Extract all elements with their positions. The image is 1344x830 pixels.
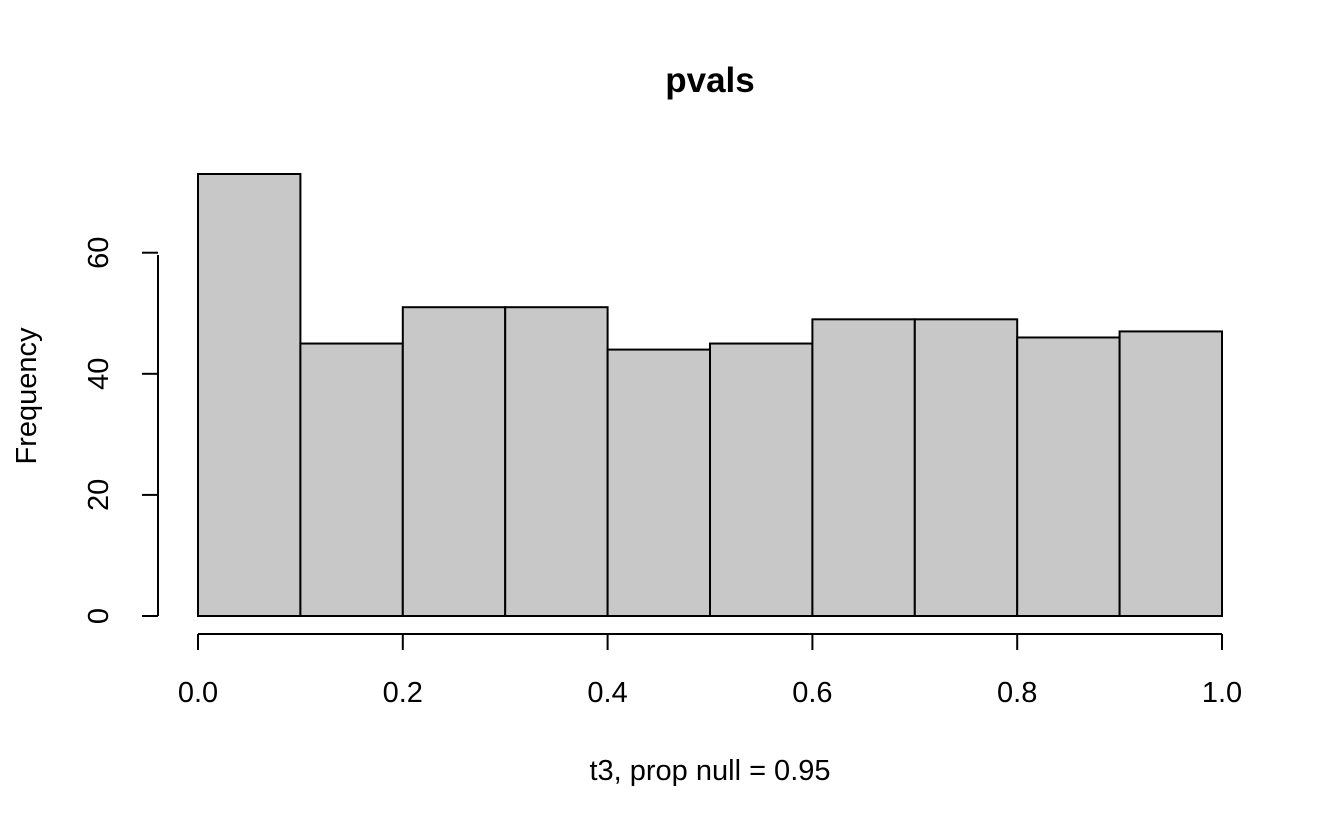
histogram-bar-1 (197, 173, 302, 617)
y-ticks: 0 20 40 60 (83, 237, 158, 624)
y-axis: 0 20 40 60 (83, 237, 159, 624)
histogram-bar-4 (504, 306, 609, 617)
chart-title: pvals (665, 61, 755, 100)
histogram-bar-8 (913, 318, 1019, 617)
x-ticks: 0.0 0.2 0.4 0.6 0.8 1.0 (178, 634, 1242, 709)
histogram-bar-6 (709, 342, 814, 617)
x-tick-label: 0.0 (178, 677, 218, 709)
y-tick-label: 40 (83, 358, 115, 390)
x-tick-label: 1.0 (1202, 677, 1242, 709)
histogram-bar-3 (401, 306, 507, 617)
x-tick-label: 0.2 (383, 677, 423, 709)
x-axis-label: t3, prop null = 0.95 (589, 755, 830, 787)
histogram-bar-9 (1016, 336, 1121, 617)
x-tick-label: 0.6 (792, 677, 832, 709)
histogram-bar-5 (606, 348, 711, 617)
histogram-bar-7 (811, 318, 916, 617)
x-tick-label: 0.8 (997, 677, 1037, 709)
histogram-bar-10 (1118, 330, 1223, 617)
x-tick-label: 0.4 (587, 677, 627, 709)
x-axis: 0.0 0.2 0.4 0.6 0.8 1.0 (178, 633, 1242, 709)
y-tick-label: 20 (83, 479, 115, 511)
y-tick-label: 60 (83, 237, 115, 269)
histogram-bar-2 (299, 342, 404, 617)
histogram-bars (197, 173, 1223, 617)
y-axis-label: Frequency (11, 327, 43, 465)
y-tick-label: 0 (83, 608, 115, 624)
